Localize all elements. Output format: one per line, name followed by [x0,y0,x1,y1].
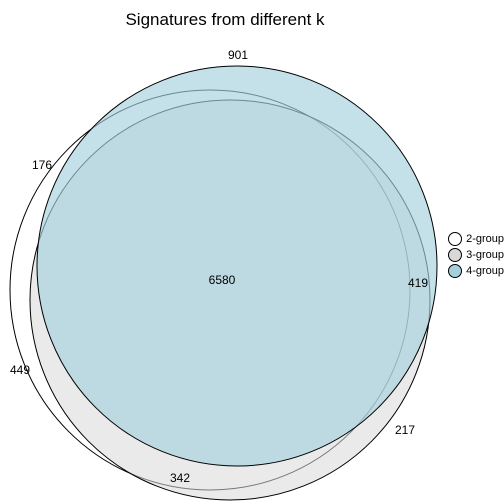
legend-swatch-icon [448,248,462,262]
legend-label: 3-group [466,249,504,261]
region-value-g2_g3_g4: 6580 [209,273,236,287]
region-value-g2_g4: 176 [32,158,52,172]
legend-item-1: 3-group [448,248,504,262]
region-value-g4_only: 901 [228,48,248,62]
region-value-g2_g3: 342 [170,471,190,485]
region-value-g3_g4: 419 [408,276,428,290]
legend-label: 2-group [466,233,504,245]
legend-swatch-icon [448,264,462,278]
region-value-g3_only: 217 [395,423,415,437]
venn-circle-g4 [37,66,437,466]
legend-item-2: 4-group [448,264,504,278]
legend: 2-group 3-group 4-group [448,230,504,280]
venn-svg [0,0,504,504]
region-value-g2_only: 449 [10,363,30,377]
legend-item-0: 2-group [448,232,504,246]
legend-label: 4-group [466,265,504,277]
legend-swatch-icon [448,232,462,246]
venn-chart: Signatures from different k 901176658041… [0,0,504,504]
